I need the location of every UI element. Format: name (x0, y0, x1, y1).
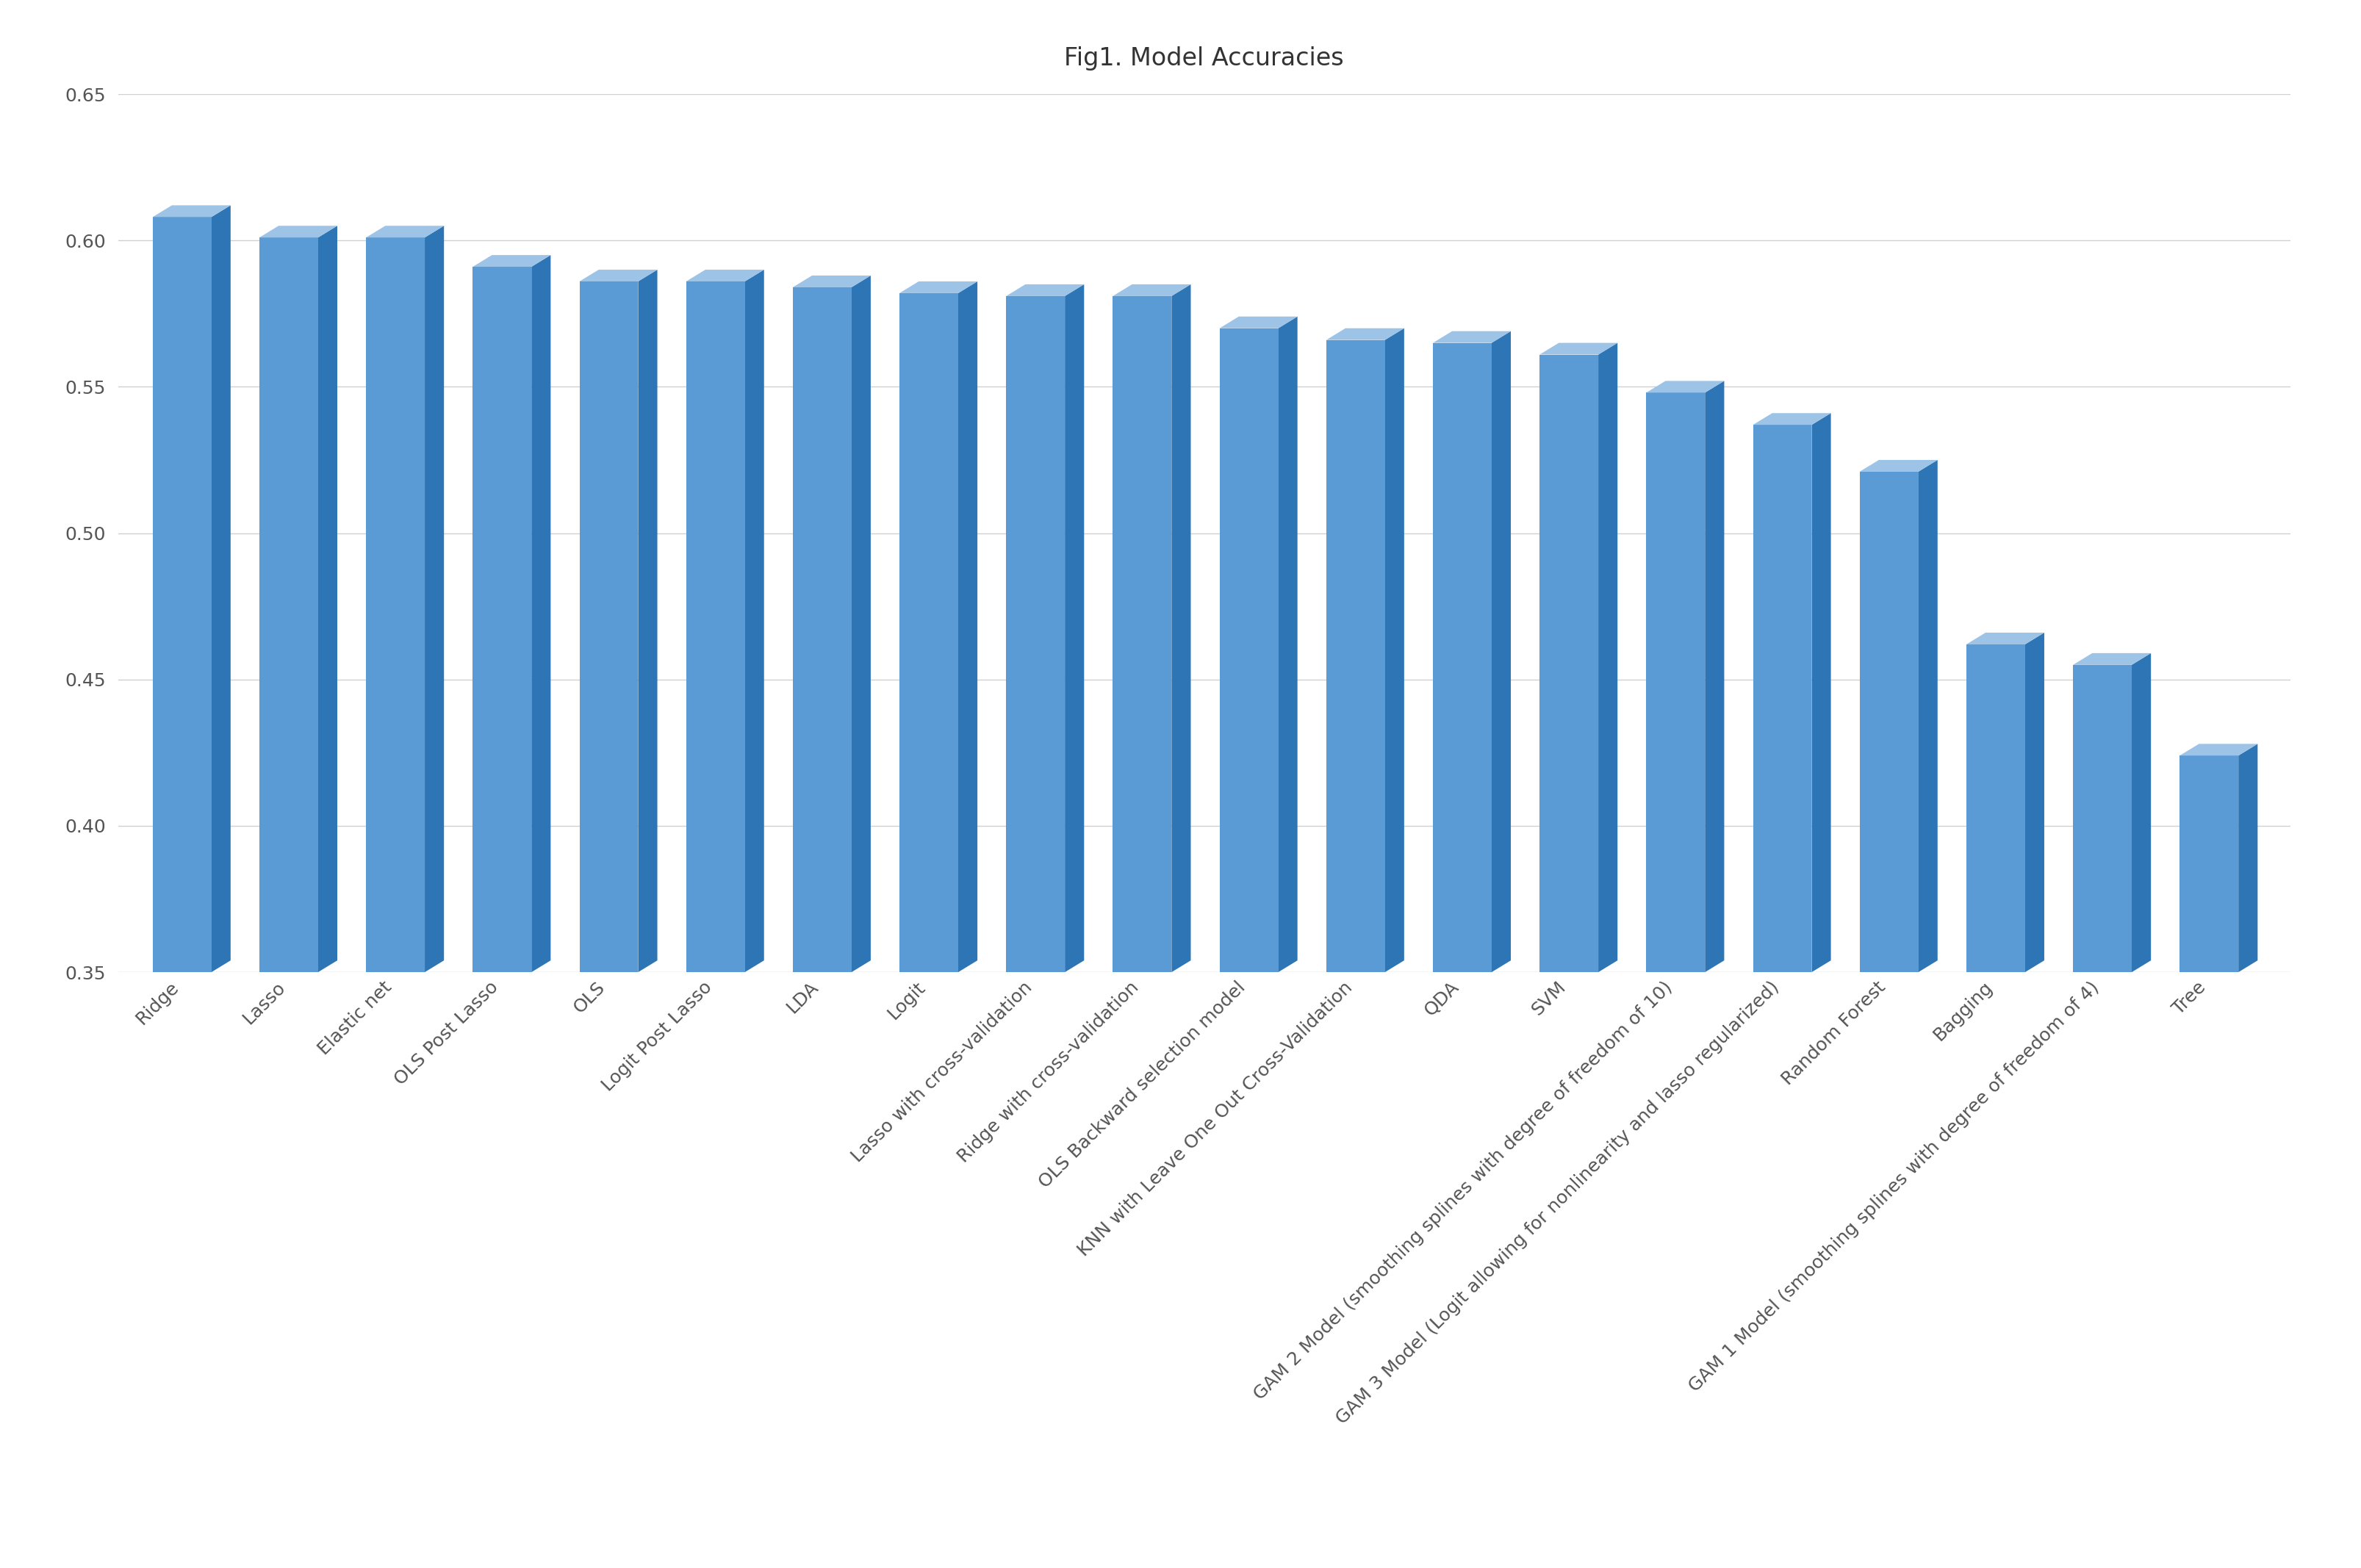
Polygon shape (2132, 654, 2151, 972)
Polygon shape (1598, 343, 1617, 972)
Polygon shape (425, 226, 444, 972)
Polygon shape (1967, 644, 2026, 972)
Polygon shape (744, 270, 765, 972)
Polygon shape (319, 226, 338, 972)
Polygon shape (1433, 343, 1492, 972)
Title: Fig1. Model Accuracies: Fig1. Model Accuracies (1065, 47, 1343, 71)
Polygon shape (2073, 665, 2132, 972)
Polygon shape (900, 293, 959, 972)
Polygon shape (687, 270, 765, 281)
Polygon shape (2179, 756, 2238, 972)
Polygon shape (852, 276, 871, 972)
Polygon shape (1221, 328, 1277, 972)
Polygon shape (1221, 317, 1299, 328)
Polygon shape (1539, 343, 1617, 354)
Polygon shape (1752, 425, 1811, 972)
Polygon shape (1006, 284, 1084, 296)
Polygon shape (531, 256, 550, 972)
Polygon shape (153, 205, 231, 216)
Polygon shape (1646, 381, 1724, 392)
Polygon shape (1646, 392, 1705, 972)
Polygon shape (1171, 284, 1190, 972)
Polygon shape (1860, 459, 1938, 472)
Polygon shape (1327, 328, 1405, 340)
Polygon shape (1006, 296, 1065, 972)
Polygon shape (212, 205, 231, 972)
Polygon shape (959, 281, 977, 972)
Polygon shape (366, 226, 444, 237)
Polygon shape (260, 237, 319, 972)
Polygon shape (1112, 284, 1190, 296)
Polygon shape (793, 287, 852, 972)
Polygon shape (1967, 632, 2045, 644)
Polygon shape (793, 276, 871, 287)
Polygon shape (2073, 654, 2151, 665)
Polygon shape (2238, 743, 2257, 972)
Polygon shape (472, 267, 531, 972)
Polygon shape (2026, 632, 2045, 972)
Polygon shape (1065, 284, 1084, 972)
Polygon shape (1386, 328, 1405, 972)
Polygon shape (472, 256, 550, 267)
Polygon shape (637, 270, 656, 972)
Polygon shape (2179, 743, 2257, 756)
Polygon shape (1919, 459, 1938, 972)
Polygon shape (260, 226, 338, 237)
Polygon shape (1811, 412, 1830, 972)
Polygon shape (578, 281, 637, 972)
Polygon shape (1112, 296, 1171, 972)
Polygon shape (1492, 331, 1511, 972)
Polygon shape (1539, 354, 1598, 972)
Polygon shape (1860, 472, 1919, 972)
Polygon shape (687, 281, 744, 972)
Polygon shape (1277, 317, 1299, 972)
Polygon shape (1752, 412, 1830, 425)
Polygon shape (900, 281, 977, 293)
Polygon shape (578, 270, 656, 281)
Polygon shape (1327, 340, 1386, 972)
Polygon shape (1705, 381, 1724, 972)
Polygon shape (153, 216, 212, 972)
Polygon shape (366, 237, 425, 972)
Polygon shape (1433, 331, 1511, 343)
